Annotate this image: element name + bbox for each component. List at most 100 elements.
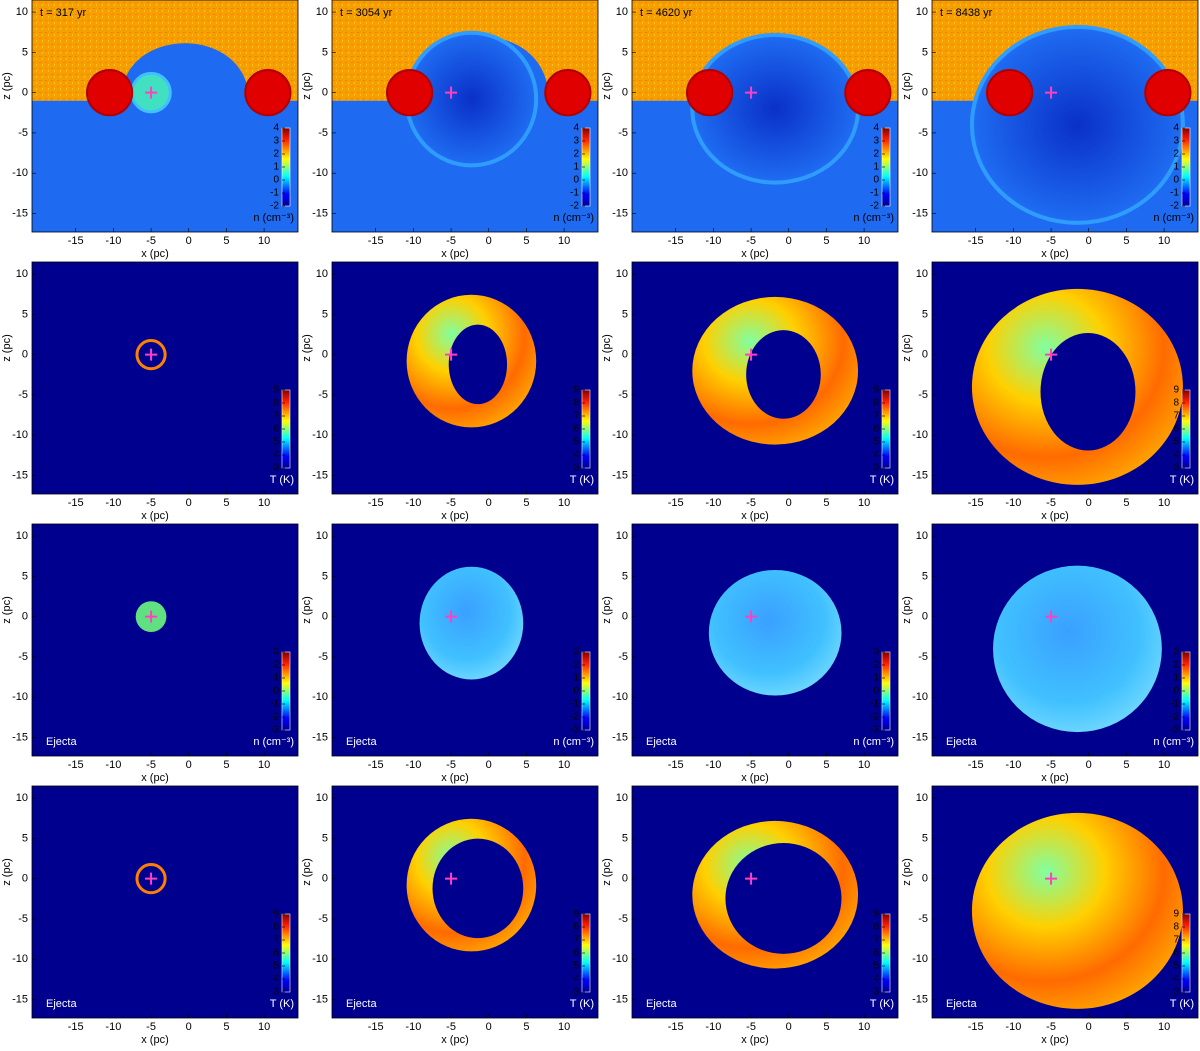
x-tick-label: -10 [1005, 759, 1021, 771]
z-tick-label: 5 [22, 832, 28, 844]
colorbar-tick-label: 3 [1173, 647, 1179, 658]
z-tick-label: -15 [912, 207, 928, 219]
z-tick-label: 10 [16, 268, 28, 280]
colorbar-tick-label: -1 [870, 699, 879, 710]
colorbar-tick-label: 1 [1173, 673, 1179, 684]
colorbar-tick-label: -3 [270, 725, 279, 736]
colorbar-tick-label: 8 [873, 922, 879, 933]
colorbar-tick-label: 2 [873, 149, 879, 160]
colorbar-label: n (cm⁻³) [853, 212, 894, 224]
z-tick-label: -10 [312, 167, 328, 179]
colorbar-tick-label: 3 [873, 463, 879, 474]
z-tick-label: 0 [622, 349, 628, 361]
colorbar-tick-label: 5 [273, 961, 279, 972]
colorbar-tick-label: 9 [573, 909, 579, 920]
x-tick-label: 10 [1158, 235, 1170, 247]
z-tick-label: 0 [922, 873, 928, 885]
colorbar-tick-label: -2 [1170, 201, 1179, 212]
x-axis-label: x (pc) [141, 510, 169, 522]
x-tick-label: -10 [705, 497, 721, 509]
colorbar-tick-label: 5 [1173, 961, 1179, 972]
colorbar-tick-label: 0 [573, 686, 579, 697]
z-tick-label: 5 [322, 308, 328, 320]
colorbar-label: n (cm⁻³) [1153, 736, 1194, 748]
frame [931, 523, 1199, 757]
colorbar-tick-label: 2 [1173, 149, 1179, 160]
x-tick-label: -5 [746, 497, 756, 509]
x-tick-label: 5 [523, 235, 529, 247]
z-tick-label: -15 [12, 469, 28, 481]
x-tick-label: -5 [1046, 759, 1056, 771]
x-tick-label: -10 [705, 235, 721, 247]
explosion-site [1045, 610, 1058, 623]
x-tick-label: -15 [968, 759, 984, 771]
colorbar-tick-label: -3 [1170, 725, 1179, 736]
colorbar-tick-label: 4 [573, 123, 579, 134]
x-tick-label: 0 [1086, 235, 1092, 247]
z-axis-label: z (pc) [301, 858, 313, 886]
explosion-site [745, 872, 758, 885]
explosion-site [745, 86, 758, 99]
colorbar-tick-label: -2 [870, 201, 879, 212]
colorbar-tick-label: 0 [273, 175, 279, 186]
x-tick-label: 10 [858, 759, 870, 771]
z-tick-label: 10 [616, 268, 628, 280]
x-tick-label: -10 [1005, 1021, 1021, 1033]
colorbar-tick-label: 4 [873, 450, 879, 461]
z-tick-label: 10 [316, 792, 328, 804]
colorbar-tick-label: -1 [270, 699, 279, 710]
colorbar-tick-label: 3 [1173, 136, 1179, 147]
cavity [746, 330, 821, 419]
x-tick-label: 0 [1086, 759, 1092, 771]
colorbar-tick-label: -2 [270, 201, 279, 212]
explosion-site [1045, 86, 1058, 99]
z-tick-label: 0 [22, 87, 28, 99]
plot [932, 0, 1198, 232]
colorbar-tick-label: 9 [1173, 909, 1179, 920]
time-label: t = 4620 yr [640, 7, 693, 19]
frame [931, 0, 1199, 233]
x-tick-label: 5 [223, 235, 229, 247]
x-tick-label: 10 [558, 497, 570, 509]
colorbar-label: T (K) [870, 474, 894, 486]
colorbar-tick-label: 4 [273, 450, 279, 461]
z-axis-label: z (pc) [601, 858, 613, 886]
z-axis-label: z (pc) [1, 858, 13, 886]
panel: 9 8 7 6 5 4 3T (K) -15 -10 -5 0 5 10 x (pc) 10 5 0 -5 -10 -… [901, 261, 1199, 522]
colorbar-tick-label: 0 [873, 175, 879, 186]
ejecta [993, 565, 1162, 733]
colorbar-tick-label: -2 [570, 712, 579, 723]
z-tick-label: -10 [12, 953, 28, 965]
z-axis-label: z (pc) [901, 596, 913, 624]
z-tick-label: -10 [12, 429, 28, 441]
panel: 9 8 7 6 5 4 3T (K) Ejecta -15 -10 -5 0 5 10 x (pc) 10 5 0… [601, 785, 899, 1046]
x-tick-label: 0 [486, 497, 492, 509]
z-tick-label: 5 [22, 308, 28, 320]
colorbar-tick-label: 7 [1173, 411, 1179, 422]
colorbar-tick-label: 2 [273, 660, 279, 671]
plot [332, 524, 598, 756]
colorbar-tick-label: 3 [1173, 987, 1179, 998]
tag: Ejecta [646, 998, 677, 1010]
colorbar-tick-label: -1 [570, 699, 579, 710]
shell [969, 24, 1185, 225]
x-tick-label: 5 [523, 497, 529, 509]
z-tick-label: -15 [912, 993, 928, 1005]
x-tick-label: 0 [186, 1021, 192, 1033]
x-tick-label: -15 [668, 759, 684, 771]
cloud [386, 69, 434, 117]
colorbar-label: n (cm⁻³) [253, 212, 294, 224]
colorbar-label: T (K) [570, 998, 594, 1010]
frame [31, 261, 299, 495]
z-tick-label: 5 [622, 46, 628, 58]
colorbar-tick-label: 4 [273, 123, 279, 134]
z-tick-label: 5 [922, 46, 928, 58]
z-tick-label: -5 [918, 651, 928, 663]
cloud [244, 69, 292, 117]
colorbar-tick-label: -1 [1170, 188, 1179, 199]
colorbar-tick-label: 7 [873, 935, 879, 946]
x-tick-label: 5 [523, 1021, 529, 1033]
x-tick-label: 10 [858, 235, 870, 247]
frame [931, 261, 1199, 495]
